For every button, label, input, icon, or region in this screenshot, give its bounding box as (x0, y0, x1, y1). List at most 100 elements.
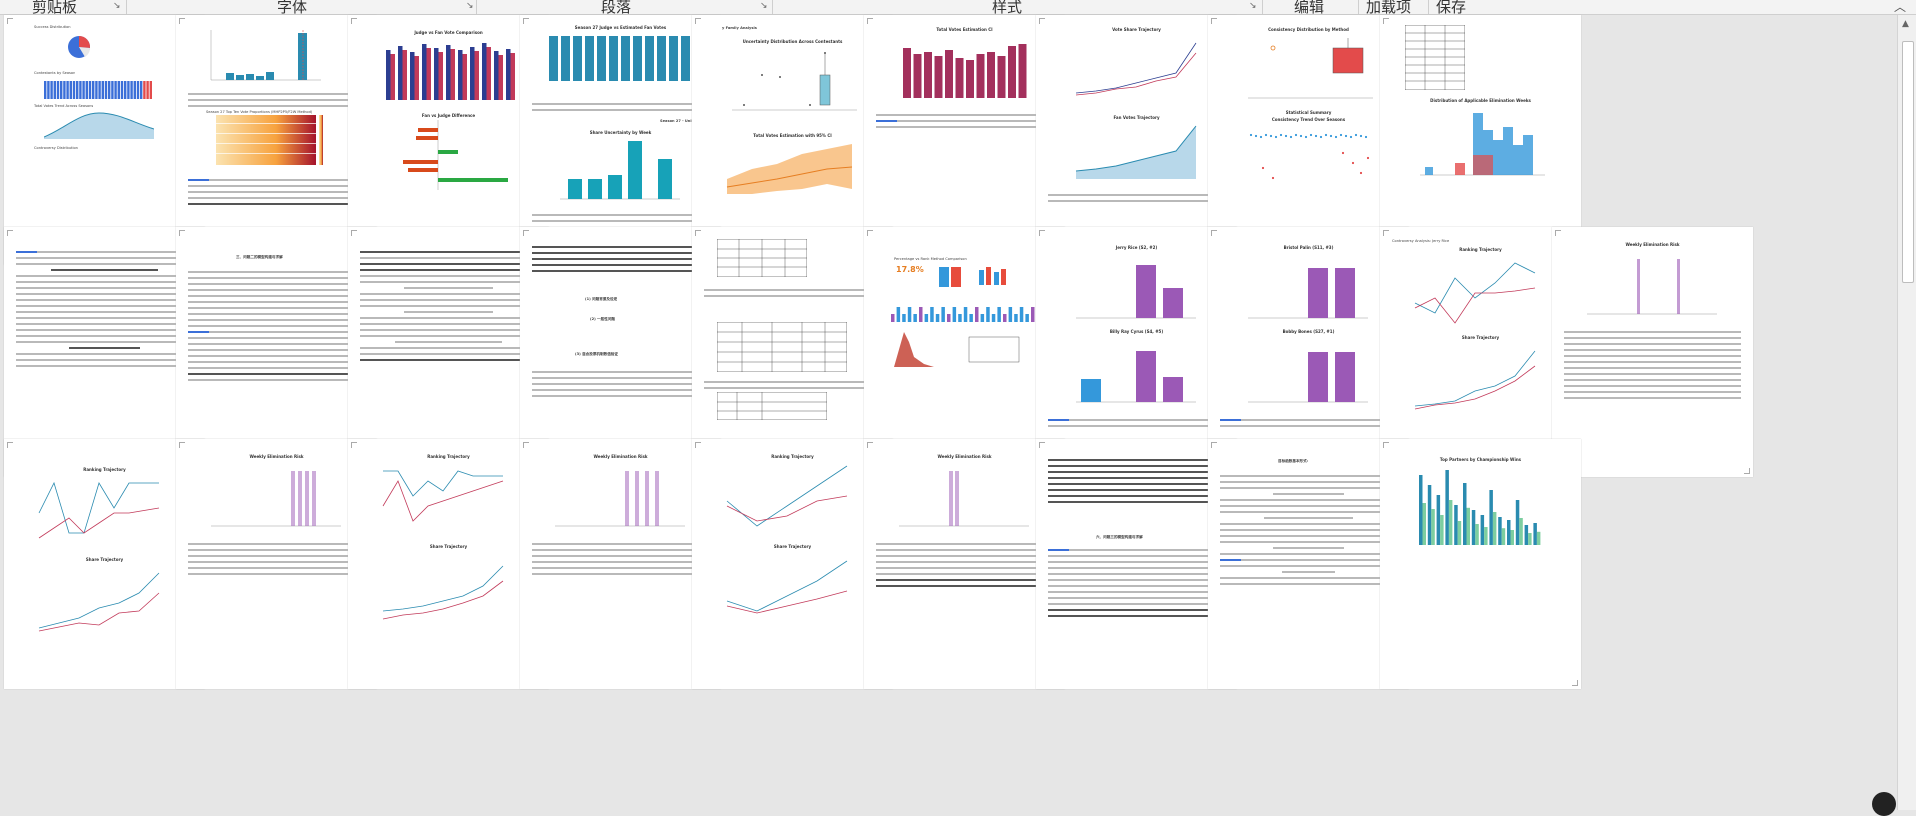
bar-chart-billy-ray (1076, 351, 1196, 403)
scatter-point (1349, 135, 1353, 139)
page-thumbnail-27[interactable]: 目标函数基本形式: (1208, 439, 1409, 689)
bar (902, 314, 906, 322)
bar (924, 52, 932, 98)
document-canvas[interactable]: Success Distribution Contestants by Seas… (0, 15, 1897, 810)
dashboard-chart (891, 267, 1035, 367)
bar (945, 50, 953, 98)
bar (1484, 527, 1488, 545)
chart-title: Share Trajectory (773, 544, 812, 549)
page-thumbnail-23[interactable]: Weekly Elimination Risk (520, 439, 721, 689)
page-thumbnail-28[interactable]: Top Partners by Championship Wins (1380, 439, 1581, 689)
ribbon-group-styles[interactable]: 样式 (992, 0, 1023, 16)
page-thumbnail-11[interactable]: 三、问题二的模型构建与求解 (176, 227, 377, 477)
bar (1510, 530, 1514, 545)
page-thumbnail-16[interactable]: Jerry Rice (S2, #2) Billy Ray Cyrus (S4,… (1036, 227, 1237, 477)
page-thumbnail-4[interactable]: Season 27 Judge vs Estimated Fan Votes S… (520, 15, 721, 265)
line-chart-ranking (38, 481, 160, 539)
scatter-point (1351, 161, 1355, 165)
page-thumbnail-22[interactable]: Ranking Trajectory Share Trajectory (348, 439, 549, 689)
chart-title: Distribution of Applicable Elimination W… (1430, 98, 1531, 103)
scatter-point (1309, 133, 1313, 137)
font-launcher-icon[interactable]: ↘ (466, 1, 474, 11)
vertical-scrollbar[interactable]: ▲ (1897, 15, 1916, 810)
bar (92, 81, 95, 99)
page-thumbnail-6[interactable]: Total Votes Estimation CI (864, 15, 1065, 265)
pie-chart (68, 35, 91, 58)
bar (1019, 307, 1024, 322)
bar (1519, 518, 1523, 545)
bar (1457, 521, 1462, 545)
bar (1498, 517, 1502, 545)
bar (1480, 515, 1485, 545)
section-heading: (3) 混合投票机制数值验证 (575, 352, 618, 356)
scroll-up-icon[interactable]: ▲ (1902, 19, 1909, 29)
page-thumbnail-12[interactable] (348, 227, 549, 477)
bar (1427, 485, 1432, 545)
chart-title: Uncertainty Distribution Across Contesta… (742, 39, 843, 44)
page-thumbnail-7[interactable]: Vote Share Trajectory Fan Votes Trajecto… (1036, 15, 1237, 265)
chart-title: Fan Votes Trajectory (1113, 115, 1160, 120)
page-thumbnail-9[interactable]: Distribution of Applicable Elimination W… (1380, 15, 1581, 265)
page-thumbnail-17[interactable]: Bristol Palin (S11, #3) Bobby Bones (S27… (1208, 227, 1409, 477)
bar (891, 314, 895, 322)
bar (561, 36, 570, 81)
bar (482, 43, 487, 100)
page-thumbnail-19[interactable]: Weekly Elimination Risk (1552, 227, 1753, 477)
ribbon-group-paragraph[interactable]: 段落 (601, 0, 632, 16)
page-thumbnail-26[interactable]: 六、问题三的模型构建与求解 (1036, 439, 1237, 689)
chart-title: Statistical Summary (1285, 110, 1332, 115)
bar (1466, 507, 1470, 545)
bar (1422, 503, 1426, 545)
bar (111, 81, 114, 99)
scatter-point (1324, 133, 1328, 137)
page-thumbnail-3[interactable]: Judge vs Fan Vote Comparison Fan vs Judg… (348, 15, 549, 265)
page-thumbnail-8[interactable]: Consistency Distribution by Method Stati… (1208, 15, 1409, 265)
paragraph-launcher-icon[interactable]: ↘ (760, 1, 768, 11)
page-thumbnail-18[interactable]: Controversy Analysis: Jerry Rice Ranking… (1380, 227, 1581, 477)
chart-title: Top Partners by Championship Wins (1439, 457, 1522, 462)
scrollbar-thumb[interactable] (1902, 41, 1914, 283)
page-thumbnail-21[interactable]: Weekly Elimination Risk (176, 439, 377, 689)
data-table-3 (717, 392, 827, 420)
page-thumbnail-2[interactable]: Season 27 Top Ten Vote Proportions (MHP2… (176, 15, 377, 265)
line-chart-vote-share (1075, 42, 1197, 96)
bar (934, 56, 943, 98)
bar (474, 51, 479, 100)
bar (597, 36, 606, 81)
scatter-point (1259, 135, 1263, 139)
caption: Season 27 Top Ten Vote Proportions (MHP2… (206, 110, 313, 114)
bar (621, 36, 630, 81)
bar (130, 81, 133, 99)
ribbon-group-editing[interactable]: 编辑 (1294, 0, 1325, 16)
page-thumbnail-13[interactable]: (1) 问题背景及设定 (2) 一般性问题 (3) 混合投票机制数值验证 (520, 227, 721, 477)
collapse-ribbon-icon[interactable]: ︿ (1893, 0, 1906, 14)
caption: Controversy Distribution (34, 146, 78, 150)
bar (1003, 314, 1007, 322)
bar (1454, 505, 1458, 545)
page-thumbnail-20[interactable]: Ranking Trajectory Share Trajectory (4, 439, 205, 689)
ribbon-group-font[interactable]: 字体 (277, 0, 308, 16)
bar (1515, 500, 1520, 545)
page-thumbnail-24[interactable]: Ranking Trajectory Share Trajectory (692, 439, 893, 689)
avatar[interactable] (1872, 792, 1896, 816)
bar (1008, 307, 1013, 322)
chart-title: Consistency Distribution by Method (1268, 27, 1349, 32)
page-thumbnail-15[interactable]: Percentage vs Rank Method Comparison 17.… (864, 227, 1065, 477)
area-chart-fan-votes (1075, 125, 1197, 179)
ribbon-group-addins[interactable]: 加载项 (1366, 0, 1412, 16)
ribbon-group-clipboard[interactable]: 剪贴板 (32, 0, 78, 16)
clipboard-launcher-icon[interactable]: ↘ (113, 1, 121, 11)
page-thumbnail-25[interactable]: Weekly Elimination Risk (864, 439, 1065, 689)
scatter-point (1249, 133, 1253, 137)
scatter-point (1299, 134, 1303, 138)
ribbon-group-save[interactable]: 保存 (1436, 0, 1467, 16)
page-thumbnail-10[interactable] (4, 227, 205, 477)
section-heading: (1) 问题背景及设定 (585, 297, 618, 301)
page-thumbnail-5[interactable]: y Family Analysis Uncertainty Distributi… (692, 15, 893, 265)
scatter-point (1264, 133, 1268, 137)
bar (422, 44, 427, 100)
styles-launcher-icon[interactable]: ↘ (1249, 1, 1257, 11)
bar (76, 81, 79, 99)
scatter-point (1364, 135, 1368, 139)
page-thumbnail-1[interactable]: Success Distribution Contestants by Seas… (4, 15, 205, 265)
